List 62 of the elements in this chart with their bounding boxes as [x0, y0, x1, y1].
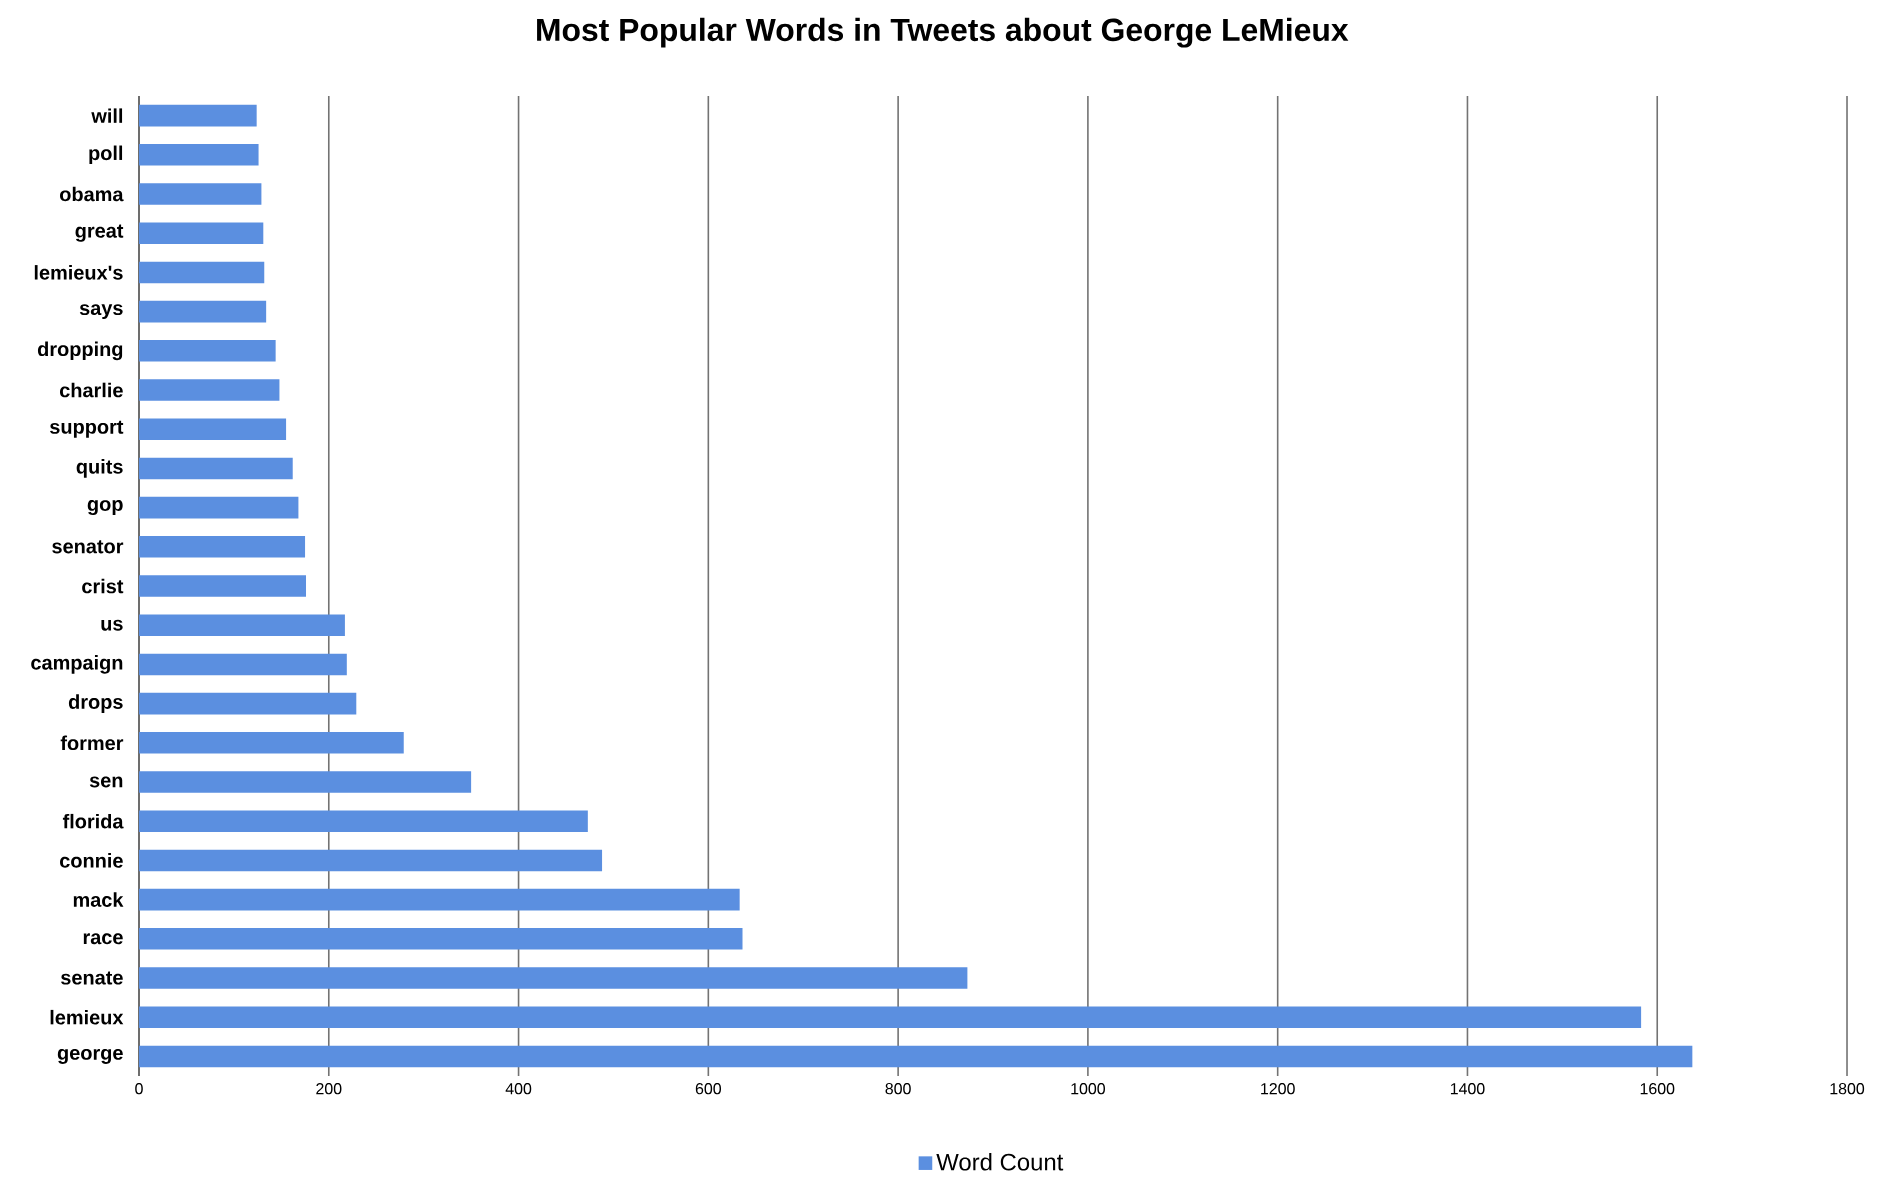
y-tick-label: george — [57, 1048, 123, 1064]
bar — [139, 496, 299, 519]
bar — [139, 967, 968, 989]
y-tick-label: sen — [89, 776, 123, 788]
x-tick-label: 400 — [505, 1083, 532, 1095]
bar — [139, 418, 287, 440]
y-tick-label: senate — [61, 971, 123, 985]
y-tick-label: mack — [73, 892, 124, 907]
y-tick-label: obama — [60, 186, 124, 202]
y-tick-label: us — [101, 619, 123, 631]
legend-label: Word Count — [936, 1153, 1064, 1171]
bar — [139, 183, 262, 205]
x-tick-label: 1400 — [1450, 1083, 1485, 1095]
x-tick-label: 1200 — [1261, 1083, 1295, 1095]
bar — [139, 340, 276, 362]
bar — [139, 888, 740, 911]
chart-title: Most Popular Words in Tweets about George LeMieux — [537, 17, 1349, 48]
y-tick-label: crist — [82, 578, 124, 594]
x-tick-label: 200 — [316, 1083, 342, 1095]
y-tick-label: support — [49, 420, 124, 438]
x-tick-label: 800 — [885, 1083, 911, 1095]
x-tick-label: 1000 — [1071, 1083, 1106, 1095]
y-tick-label: gop — [87, 500, 123, 516]
bar — [139, 144, 259, 166]
y-tick-label: florida — [62, 813, 124, 829]
y-tick-label: lemieux's — [34, 265, 123, 280]
bar — [139, 379, 280, 401]
y-tick-label: says — [79, 304, 123, 320]
y-tick-label: lemieux — [50, 1009, 124, 1025]
bar — [139, 222, 264, 244]
bar — [139, 692, 357, 715]
bar — [139, 653, 347, 676]
bar — [139, 1045, 1693, 1068]
bar — [139, 928, 743, 950]
y-tick-label: poll — [89, 145, 123, 165]
x-tick-label: 0 — [135, 1083, 143, 1095]
bar — [139, 300, 267, 323]
y-tick-label: race — [83, 933, 123, 945]
y-tick-label: charlie — [60, 382, 123, 398]
bar — [139, 732, 404, 754]
bar — [139, 771, 472, 793]
x-tick-label: 1600 — [1640, 1083, 1675, 1095]
bar — [139, 849, 603, 872]
y-tick-label: former — [60, 735, 124, 751]
bar — [139, 261, 265, 284]
bar — [139, 457, 293, 480]
bar — [139, 1006, 1642, 1028]
y-tick-label: campaign — [31, 655, 123, 674]
x-tick-label: 600 — [695, 1083, 722, 1095]
y-tick-label: dropping — [37, 341, 123, 361]
bar — [139, 810, 588, 832]
bar — [139, 536, 306, 558]
y-tick-label: great — [75, 224, 124, 242]
y-tick-label: will — [91, 108, 123, 123]
y-tick-label: quits — [76, 459, 123, 478]
bar — [139, 104, 257, 127]
y-tick-label: drops — [68, 694, 123, 713]
y-tick-label: connie — [60, 853, 123, 868]
bar — [139, 614, 345, 636]
y-tick-label: senator — [52, 540, 124, 554]
x-tick-label: 1800 — [1830, 1083, 1865, 1095]
bar — [139, 575, 307, 597]
